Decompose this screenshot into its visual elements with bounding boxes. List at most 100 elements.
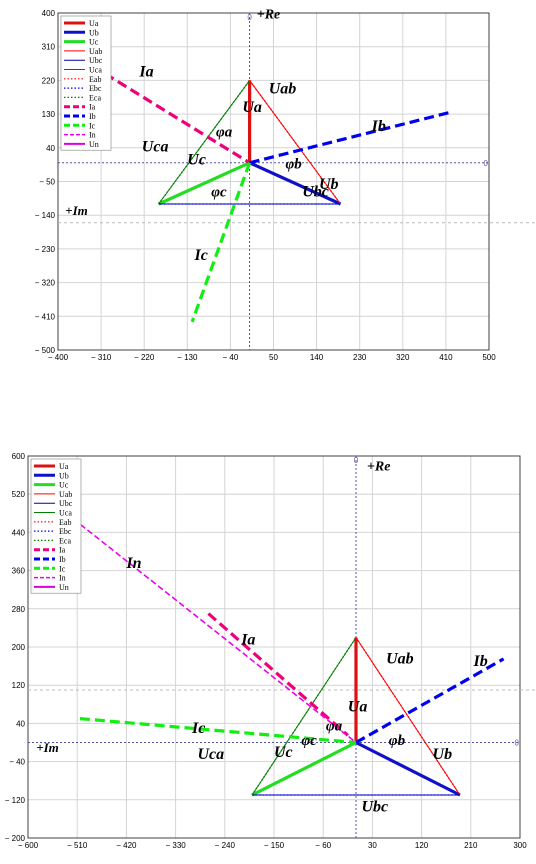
zero-label-top: 0: [247, 13, 252, 22]
y-tick-label: 120: [12, 681, 26, 690]
y-tick-label: 220: [42, 76, 56, 85]
annotation-label: φc: [211, 184, 227, 200]
legend-box: [60, 15, 112, 151]
annotation-label: +Re: [367, 459, 391, 474]
annotation-label: φa: [326, 719, 343, 735]
annotation-label: +Im: [65, 203, 88, 218]
annotation-label: φb: [285, 156, 302, 172]
annotation-label: φc: [301, 733, 317, 749]
y-tick-label: 310: [42, 43, 56, 52]
annotation-label: Uab: [386, 651, 414, 668]
legend-entry: Eab: [89, 75, 101, 84]
legend-entry: Ub: [59, 471, 69, 480]
x-tick-label: − 130: [177, 353, 198, 362]
legend-entry: Un: [89, 140, 99, 149]
annotation-label: Uca: [142, 139, 169, 156]
y-tick-label: − 40: [9, 758, 25, 767]
y-tick-label: 440: [12, 528, 26, 537]
legend-entry: Uc: [89, 38, 99, 47]
x-tick-label: − 310: [91, 353, 112, 362]
annotation-label: Uab: [269, 81, 297, 98]
y-tick-label: 400: [42, 9, 56, 18]
series-eab: [249, 80, 342, 205]
legend-entry: Uc: [59, 481, 69, 490]
y-tick-label: 600: [12, 452, 26, 461]
x-tick-label: 230: [353, 353, 367, 362]
annotation-label: Ub: [433, 746, 453, 763]
y-tick-label: 40: [46, 144, 55, 153]
legend-entry: Ubc: [59, 499, 73, 508]
series-ic: [190, 162, 252, 323]
y-tick-label: − 500: [35, 346, 56, 355]
x-tick-label: − 150: [264, 841, 285, 850]
legend-entry: Un: [59, 583, 69, 592]
x-tick-label: 320: [396, 353, 410, 362]
plot-frame: [27, 455, 521, 839]
legend-entry: Uca: [59, 509, 72, 518]
legend-entry: Ua: [89, 19, 99, 28]
x-tick-label: 500: [482, 353, 496, 362]
x-tick-label: − 220: [134, 353, 155, 362]
zero-label-right: 0: [484, 159, 489, 168]
legend-entry: Ub: [89, 28, 99, 37]
x-tick-label: − 330: [165, 841, 186, 850]
annotation-label: Ib: [473, 653, 488, 670]
chart-1: − 400 − 310 − 220 − 130 − 40 50 140 230 320 410 50…: [35, 8, 536, 362]
legend-entry: Ib: [59, 555, 66, 564]
y-tick-label: 520: [12, 490, 26, 499]
y-tick-label: − 320: [35, 279, 56, 288]
annotation-label: +Im: [36, 740, 59, 755]
zero-label-top: 0: [354, 456, 359, 465]
legend-entry: Ebc: [59, 527, 72, 536]
x-tick-label: 30: [368, 841, 377, 850]
legend-entry: Uab: [59, 490, 72, 499]
y-tick-label: 40: [16, 719, 25, 728]
x-tick-label: − 60: [315, 841, 331, 850]
annotation-label: Ib: [371, 118, 386, 135]
series-ib: [355, 657, 505, 744]
x-tick-label: 120: [415, 841, 429, 850]
y-tick-label: 360: [12, 567, 26, 576]
series-ub: [355, 741, 461, 797]
annotation-label: +Re: [257, 8, 281, 23]
y-tick-label: − 140: [35, 211, 56, 220]
series-eca: [158, 80, 251, 205]
legend-entry: Eca: [89, 93, 101, 102]
series-ia: [207, 612, 349, 737]
annotation-label: Ic: [193, 247, 207, 264]
legend-entry: Ua: [59, 462, 69, 471]
legend-entry: Ia: [59, 546, 66, 555]
legend-entry: Uab: [89, 47, 102, 56]
annotation-label: Ubc: [361, 799, 388, 816]
x-tick-label: 210: [464, 841, 478, 850]
series-ic: [79, 717, 357, 745]
x-tick-label: 140: [310, 353, 324, 362]
legend-entry: Ic: [89, 121, 96, 130]
legend-entry: Ia: [89, 103, 96, 112]
annotation-label: Ia: [240, 632, 255, 649]
y-tick-label: 200: [12, 643, 26, 652]
chart-2: − 600 − 510 − 420 − 330 − 240 − 150 − 60 30 120 2…: [5, 452, 536, 850]
annotation-label: φa: [216, 125, 233, 141]
series-uc: [251, 741, 357, 797]
series-in: [65, 512, 357, 744]
annotation-label: Ua: [348, 698, 368, 715]
annotation-label: Uca: [197, 746, 224, 763]
legend-box: [30, 458, 82, 594]
annotation-label: Uc: [274, 744, 293, 761]
y-tick-label: 280: [12, 605, 26, 614]
x-tick-label: − 420: [116, 841, 137, 850]
series-uc: [157, 161, 251, 206]
legend-entry: Ib: [89, 112, 96, 121]
legend-entry: In: [89, 131, 96, 140]
legend-entry: Uca: [89, 66, 102, 75]
series-ib: [249, 110, 452, 165]
legend-entry: Ubc: [89, 56, 103, 65]
y-tick-label: − 120: [5, 796, 26, 805]
series-uca: [251, 637, 357, 796]
annotation-label: Ic: [191, 720, 205, 737]
y-tick-label: − 230: [35, 245, 56, 254]
